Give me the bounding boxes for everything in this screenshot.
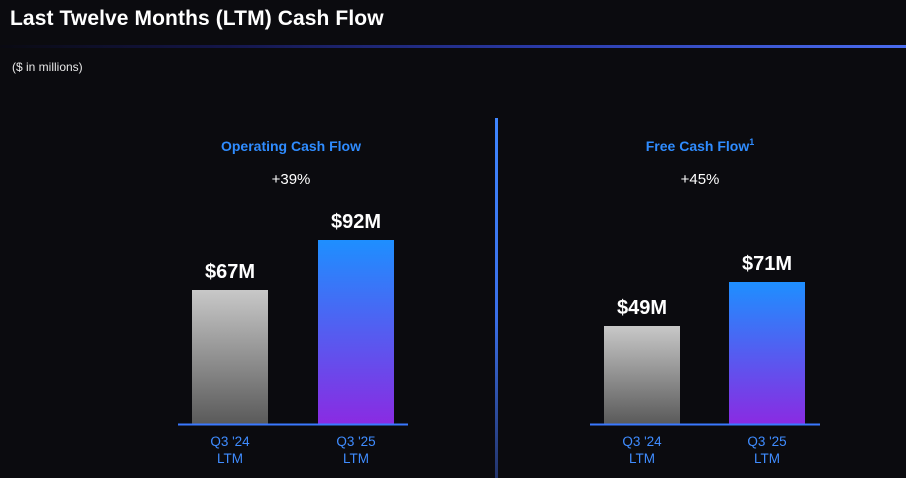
units-note: ($ in millions) [12, 60, 83, 74]
bar-value-label: $71M [742, 253, 792, 275]
growth-percent: +45% [681, 171, 720, 188]
chart-panel-1: Operating Cash Flow +39% $67M Q3 '24 LTM $92M… [178, 138, 408, 466]
x-tick-line: LTM [217, 451, 243, 466]
x-tick-line: Q3 '24 [210, 434, 250, 449]
x-tick-label: Q3 '25 LTM [336, 434, 375, 466]
x-tick-label: Q3 '24 LTM [210, 434, 250, 466]
x-tick-line: LTM [629, 451, 655, 466]
panel-divider [495, 118, 498, 478]
chart-panel-2: Free Cash Flow1 +45% $49M Q3 '24 LTM $71M Q3 '… [590, 137, 820, 466]
x-tick-label: Q3 '25 LTM [747, 434, 786, 466]
panel-title: Free Cash Flow1 [646, 137, 754, 154]
panel-title: Operating Cash Flow [221, 138, 361, 154]
bar-current [729, 282, 805, 424]
footnote-marker: 1 [749, 137, 754, 147]
bar-value-label: $92M [331, 211, 381, 233]
x-tick-label: Q3 '24 LTM [622, 434, 662, 466]
growth-percent: +39% [272, 171, 311, 188]
x-tick-line: LTM [343, 451, 369, 466]
page-title: Last Twelve Months (LTM) Cash Flow [10, 7, 384, 30]
bar-value-label: $67M [205, 261, 255, 283]
bar-value-label: $49M [617, 297, 667, 319]
bar-prior [192, 290, 268, 424]
x-tick-line: Q3 '25 [747, 434, 786, 449]
title-underline [0, 45, 906, 48]
x-tick-line: LTM [754, 451, 780, 466]
x-tick-line: Q3 '25 [336, 434, 375, 449]
bar-current [318, 240, 394, 424]
x-tick-line: Q3 '24 [622, 434, 662, 449]
bar-prior [604, 326, 680, 424]
